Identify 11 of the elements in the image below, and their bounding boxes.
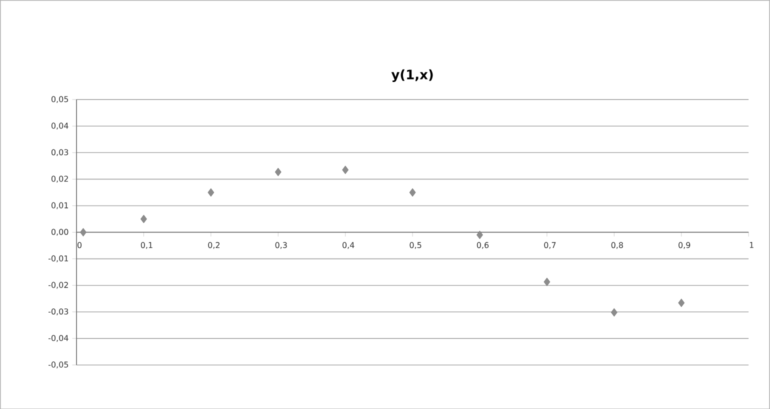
point — [544, 277, 550, 286]
point — [342, 165, 349, 174]
point — [476, 230, 483, 239]
point — [678, 298, 685, 307]
chart-title: y(1,x) — [391, 69, 433, 82]
point — [274, 168, 282, 176]
point — [610, 308, 618, 316]
point — [80, 228, 86, 236]
point — [140, 214, 147, 223]
point — [409, 188, 416, 196]
point — [208, 188, 214, 196]
